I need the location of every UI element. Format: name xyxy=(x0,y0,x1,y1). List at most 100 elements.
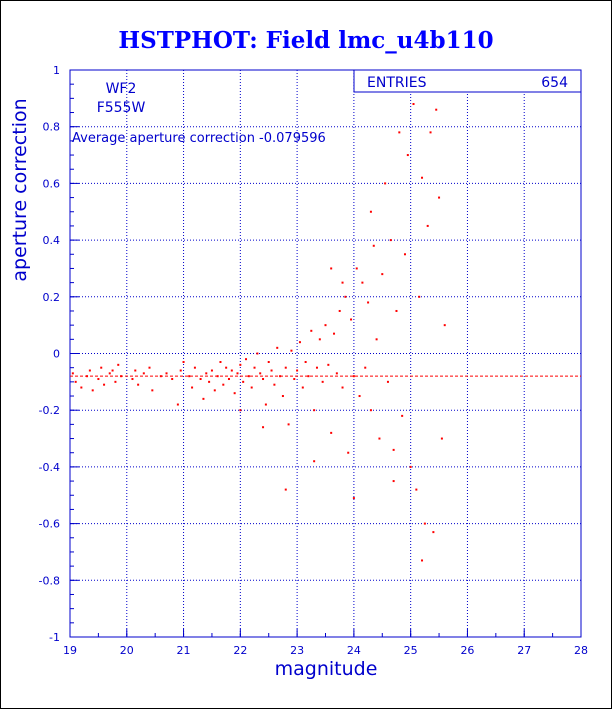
data-point xyxy=(443,324,446,327)
data-point xyxy=(284,366,287,369)
data-point xyxy=(142,372,145,375)
data-point xyxy=(245,358,248,361)
x-tick-label: 22 xyxy=(233,644,247,657)
data-point xyxy=(412,103,415,106)
stats-box-value: 654 xyxy=(541,75,568,91)
x-tick-label: 19 xyxy=(63,644,77,657)
data-point xyxy=(148,366,151,369)
data-point xyxy=(333,332,336,335)
data-point xyxy=(364,366,367,369)
x-tick-label: 28 xyxy=(574,644,588,657)
data-point xyxy=(429,131,432,134)
data-point xyxy=(330,267,333,270)
data-point xyxy=(188,375,191,378)
data-point xyxy=(86,375,89,378)
data-point xyxy=(205,372,208,375)
x-tick-label: 20 xyxy=(120,644,134,657)
data-point xyxy=(179,369,182,372)
data-point xyxy=(313,409,316,412)
data-point xyxy=(330,431,333,434)
data-point xyxy=(421,559,424,562)
data-point xyxy=(392,480,395,483)
y-tick-label: -0.6 xyxy=(39,518,60,531)
data-point xyxy=(225,366,228,369)
x-tick-label: 21 xyxy=(177,644,191,657)
filter-label: F555W xyxy=(97,100,146,116)
data-point xyxy=(117,363,120,366)
data-point xyxy=(398,131,401,134)
data-point xyxy=(242,380,245,383)
chip-label: WF2 xyxy=(106,81,137,97)
data-point xyxy=(236,372,239,375)
data-point xyxy=(176,403,179,406)
data-point xyxy=(191,386,194,389)
y-tick-label: -0.8 xyxy=(39,574,60,587)
data-point xyxy=(216,375,219,378)
data-point xyxy=(418,295,421,298)
data-point xyxy=(279,375,282,378)
data-point xyxy=(250,386,253,389)
data-point xyxy=(375,338,378,341)
stats-box: ENTRIES 654 xyxy=(353,69,582,93)
data-point xyxy=(259,372,262,375)
data-point xyxy=(239,409,242,412)
chart-title: HSTPHOT: Field lmc_u4b110 xyxy=(118,27,493,54)
data-point xyxy=(423,522,426,525)
data-point xyxy=(262,426,265,429)
data-point xyxy=(290,349,293,352)
data-point xyxy=(182,361,185,364)
data-point xyxy=(111,369,114,372)
data-point xyxy=(313,460,316,463)
data-point xyxy=(307,375,310,378)
data-point xyxy=(276,346,279,349)
data-point xyxy=(253,366,256,369)
data-point xyxy=(97,378,100,381)
y-tick-label: -0.4 xyxy=(39,461,60,474)
data-point xyxy=(344,295,347,298)
data-point xyxy=(114,380,117,383)
data-point xyxy=(264,403,267,406)
data-point xyxy=(208,380,211,383)
data-point xyxy=(338,309,341,312)
data-point xyxy=(361,281,364,284)
data-point xyxy=(273,383,276,386)
y-tick-label: -0.2 xyxy=(39,404,60,417)
data-point xyxy=(406,154,409,157)
data-point xyxy=(403,253,406,256)
data-point xyxy=(315,366,318,369)
x-axis-label: magnitude xyxy=(275,658,378,680)
data-point xyxy=(415,488,418,491)
data-point xyxy=(392,448,395,451)
data-point xyxy=(341,386,344,389)
data-point xyxy=(159,375,162,378)
data-point xyxy=(435,108,438,111)
ticks-layer: 19 20 21 22 23 24 25 26 27 28 -1 -0.8 -0.6 -0.4 -0.2 0 0… xyxy=(39,64,588,657)
data-point xyxy=(219,361,222,364)
data-point xyxy=(100,366,103,369)
data-point xyxy=(227,378,230,381)
data-point xyxy=(381,273,384,276)
data-point xyxy=(222,383,225,386)
data-point xyxy=(352,497,355,500)
data-point xyxy=(401,414,404,417)
data-point xyxy=(355,267,358,270)
data-point xyxy=(421,176,424,179)
data-point xyxy=(281,395,284,398)
y-tick-label: -1 xyxy=(49,631,60,644)
data-point xyxy=(267,361,270,364)
data-point xyxy=(108,372,111,375)
data-point xyxy=(350,318,353,321)
data-point xyxy=(324,324,327,327)
data-point xyxy=(287,423,290,426)
x-tick-label: 27 xyxy=(517,644,531,657)
data-point xyxy=(409,465,412,468)
data-point xyxy=(120,375,123,378)
data-point xyxy=(395,309,398,312)
data-point xyxy=(210,369,213,372)
data-point xyxy=(440,437,443,440)
data-point xyxy=(202,397,205,400)
data-point xyxy=(310,329,313,332)
data-point xyxy=(347,451,350,454)
data-point xyxy=(239,363,242,366)
